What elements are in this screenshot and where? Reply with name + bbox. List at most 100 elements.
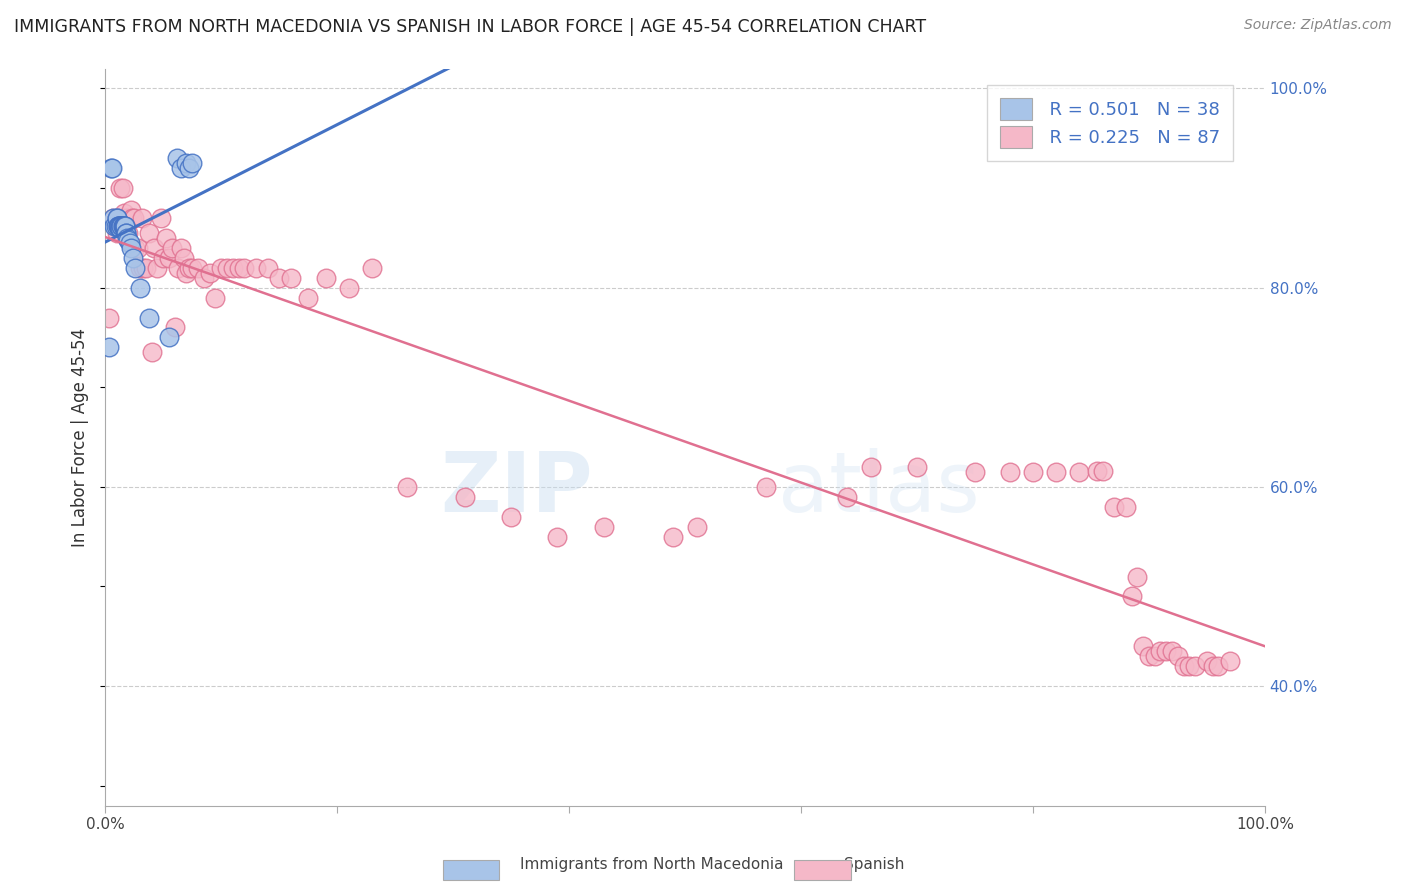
Point [269, 270, 291, 285]
Point [1115, 500, 1137, 514]
Point [138, 226, 160, 240]
Point [1208, 659, 1230, 673]
Point [105, 211, 128, 225]
Text: ZIP: ZIP [440, 448, 592, 529]
Point [129, 260, 152, 275]
Point [146, 260, 169, 275]
Point [129, 280, 152, 294]
Point [110, 219, 132, 233]
Point [103, 219, 125, 233]
Point [1202, 659, 1225, 673]
Point [118, 235, 141, 250]
Point [245, 260, 267, 275]
Point [1173, 659, 1195, 673]
Point [163, 320, 186, 334]
Point [121, 211, 143, 225]
Point [1069, 465, 1091, 479]
Point [149, 211, 172, 225]
Point [120, 241, 142, 255]
Point [1195, 654, 1218, 668]
Point [1149, 644, 1171, 658]
Point [1167, 649, 1189, 664]
Point [361, 260, 384, 275]
Point [108, 211, 131, 225]
Point [592, 519, 614, 533]
Point [176, 266, 198, 280]
Point [209, 260, 232, 275]
Point [859, 459, 882, 474]
Point [157, 330, 180, 344]
Point [105, 211, 128, 225]
Point [115, 226, 138, 240]
Point [176, 156, 198, 170]
Point [181, 156, 204, 170]
Point [685, 519, 707, 533]
Point [108, 219, 131, 233]
Text: Spanish: Spanish [844, 857, 904, 872]
Point [315, 270, 337, 285]
Point [110, 181, 132, 195]
Point [1219, 654, 1241, 668]
Point [173, 251, 195, 265]
Point [963, 465, 986, 479]
Point [187, 260, 209, 275]
Text: Immigrants from North Macedonia: Immigrants from North Macedonia [520, 857, 783, 872]
Point [135, 260, 157, 275]
Point [280, 270, 302, 285]
Point [124, 260, 146, 275]
Point [166, 151, 188, 165]
Y-axis label: In Labor Force | Age 45-54: In Labor Force | Age 45-54 [72, 327, 89, 547]
Point [152, 251, 174, 265]
Point [155, 231, 177, 245]
Text: atlas: atlas [778, 448, 980, 529]
Point [1126, 569, 1149, 583]
Point [115, 226, 138, 240]
Point [337, 280, 360, 294]
Point [228, 260, 250, 275]
Point [100, 161, 122, 175]
Point [167, 260, 190, 275]
Point [1022, 465, 1045, 479]
Point [662, 530, 685, 544]
Point [132, 260, 155, 275]
Point [169, 241, 191, 255]
Point [103, 211, 125, 225]
Point [101, 161, 124, 175]
Point [233, 260, 256, 275]
Point [1102, 500, 1125, 514]
Point [395, 480, 418, 494]
Point [124, 241, 146, 255]
Point [112, 219, 135, 233]
Point [193, 270, 215, 285]
Point [181, 260, 204, 275]
Text: IMMIGRANTS FROM NORTH MACEDONIA VS SPANISH IN LABOR FORCE | AGE 45-54 CORRELATIO: IMMIGRANTS FROM NORTH MACEDONIA VS SPANI… [14, 18, 927, 36]
Point [97, 340, 120, 354]
Point [1137, 649, 1160, 664]
Point [108, 219, 131, 233]
Point [501, 509, 523, 524]
Point [1161, 644, 1184, 658]
Point [127, 241, 149, 255]
Point [138, 310, 160, 325]
Point [1178, 659, 1201, 673]
Point [297, 291, 319, 305]
Point [256, 260, 278, 275]
Point [117, 233, 139, 247]
Point [110, 219, 132, 233]
Point [1121, 590, 1143, 604]
Point [1156, 644, 1178, 658]
Point [107, 219, 129, 233]
Legend:   R = 0.501   N = 38,   R = 0.225   N = 87: R = 0.501 N = 38, R = 0.225 N = 87 [987, 85, 1233, 161]
Point [1045, 465, 1067, 479]
Point [131, 211, 153, 225]
Point [998, 465, 1021, 479]
Point [177, 161, 200, 175]
Point [1132, 639, 1154, 653]
Point [110, 220, 132, 235]
Point [1184, 659, 1206, 673]
Point [122, 211, 145, 225]
Point [454, 490, 477, 504]
Point [1091, 464, 1114, 478]
Point [215, 260, 238, 275]
Point [112, 219, 135, 233]
